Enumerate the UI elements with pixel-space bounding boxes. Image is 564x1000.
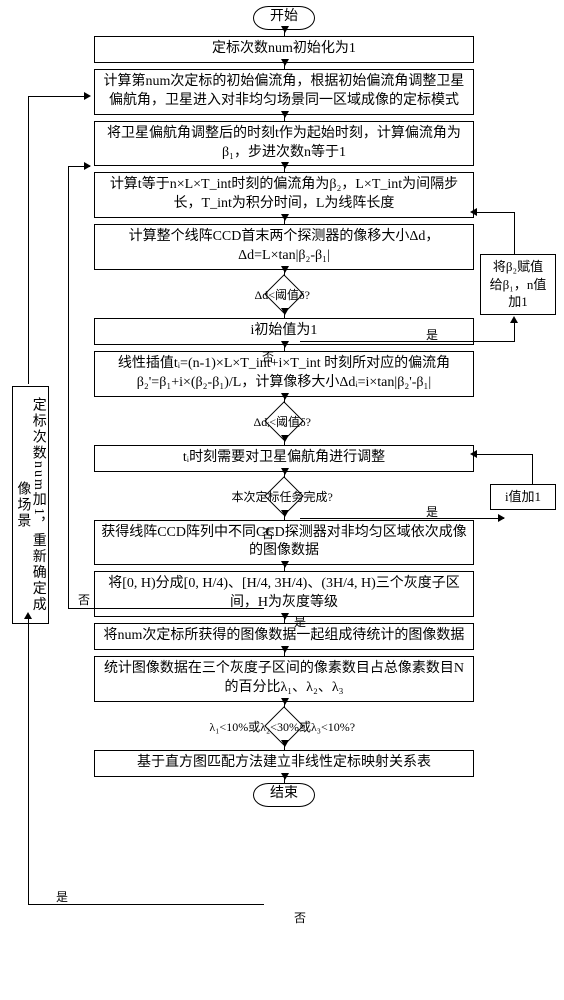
label-no: 否: [262, 348, 274, 365]
connector: [68, 166, 69, 608]
connector: [284, 514, 285, 520]
connector: [28, 96, 88, 97]
connector: [476, 212, 514, 213]
connector: [284, 63, 285, 69]
process-set-start-time: 将卫星偏航角调整后的时刻t作为起始时刻，计算偏流角为β₁，步进次数n等于1: [94, 121, 474, 167]
connector: [514, 212, 515, 254]
connector: [68, 608, 264, 609]
process-get-image-data: 获得线阵CCD阵列中不同CCD探测器对非均匀区域依次成像的图像数据: [94, 520, 474, 566]
arrowhead-icon: [24, 608, 32, 619]
connector: [284, 617, 285, 623]
label-yes: 是: [56, 888, 68, 905]
connector: [532, 454, 533, 484]
connector: [284, 345, 285, 351]
process-calc-initial-drift: 计算第num次定标的初始偏流角，根据初始偏流角调整卫星偏航角，卫星进入对非均匀场…: [94, 69, 474, 115]
arrowhead-icon: [498, 514, 509, 522]
process-split-gray-range: 将[0, H)分成[0, H/4)、[H/4, 3H/4)、(3H/4, H)三…: [94, 571, 474, 617]
connector: [300, 518, 504, 519]
process-linear-interp: 线性插值tᵢ=(n-1)×L×T_int+i×T_int 时刻所对应的偏流角β₂…: [94, 351, 474, 397]
arrowhead-icon: [466, 450, 477, 458]
label-no: 否: [78, 591, 90, 608]
connector: [300, 341, 514, 342]
side-process-assign-beta: 将β₂赋值给β₁，n值加1: [480, 254, 556, 315]
connector: [284, 744, 285, 750]
connector: [284, 218, 285, 224]
side-process-inc-i: i值加1: [490, 484, 556, 510]
terminal-end: 结束: [253, 783, 315, 807]
arrowhead-icon: [466, 208, 477, 216]
connector: [284, 166, 285, 172]
label-no: 否: [294, 909, 306, 926]
decision-label: Δdᵢ<阈值δ?: [232, 413, 332, 430]
decision-label: λ₁<10%或λ₂<30%或λ₃<10%?: [182, 718, 382, 735]
process-calc-beta2: 计算t等于n×L×T_int时刻的偏流角为β₂，L×T_int为间隔步长，T_i…: [94, 172, 474, 218]
connector: [284, 312, 285, 318]
flowchart-root: 开始 定标次数num初始化为1 计算第num次定标的初始偏流角，根据初始偏流角调…: [6, 6, 558, 807]
connector: [476, 454, 532, 455]
connector: [284, 439, 285, 445]
arrowhead-icon: [84, 162, 95, 170]
arrowhead-icon: [510, 312, 518, 323]
decision-label: Δd<阈值δ?: [232, 286, 332, 303]
decision-label: 本次定标任务完成?: [182, 487, 382, 504]
label-yes: 是: [426, 503, 438, 520]
connector: [284, 115, 285, 121]
connector: [284, 565, 285, 571]
connector: [28, 614, 29, 904]
connector: [284, 30, 285, 36]
main-column: 开始 定标次数num初始化为1 计算第num次定标的初始偏流角，根据初始偏流角调…: [74, 6, 494, 807]
process-stat-lambda: 统计图像数据在三个灰度子区间的像素数目占总像素数目N的百分比λ₁、λ₂、λ₃: [94, 656, 474, 702]
label-no: 否: [262, 525, 274, 542]
arrowhead-icon: [84, 92, 95, 100]
side-process-inc-num: 定标次数num加1，重新确定成像场景: [12, 386, 49, 624]
connector: [28, 96, 29, 384]
label-yes: 是: [426, 326, 438, 343]
process-calc-delta-d: 计算整个线阵CCD首末两个探测器的像移大小Δd，Δd=L×tan|β₂-β₁|: [94, 224, 474, 270]
connector: [284, 777, 285, 783]
connector: [284, 650, 285, 656]
label-yes: 是: [294, 613, 306, 630]
